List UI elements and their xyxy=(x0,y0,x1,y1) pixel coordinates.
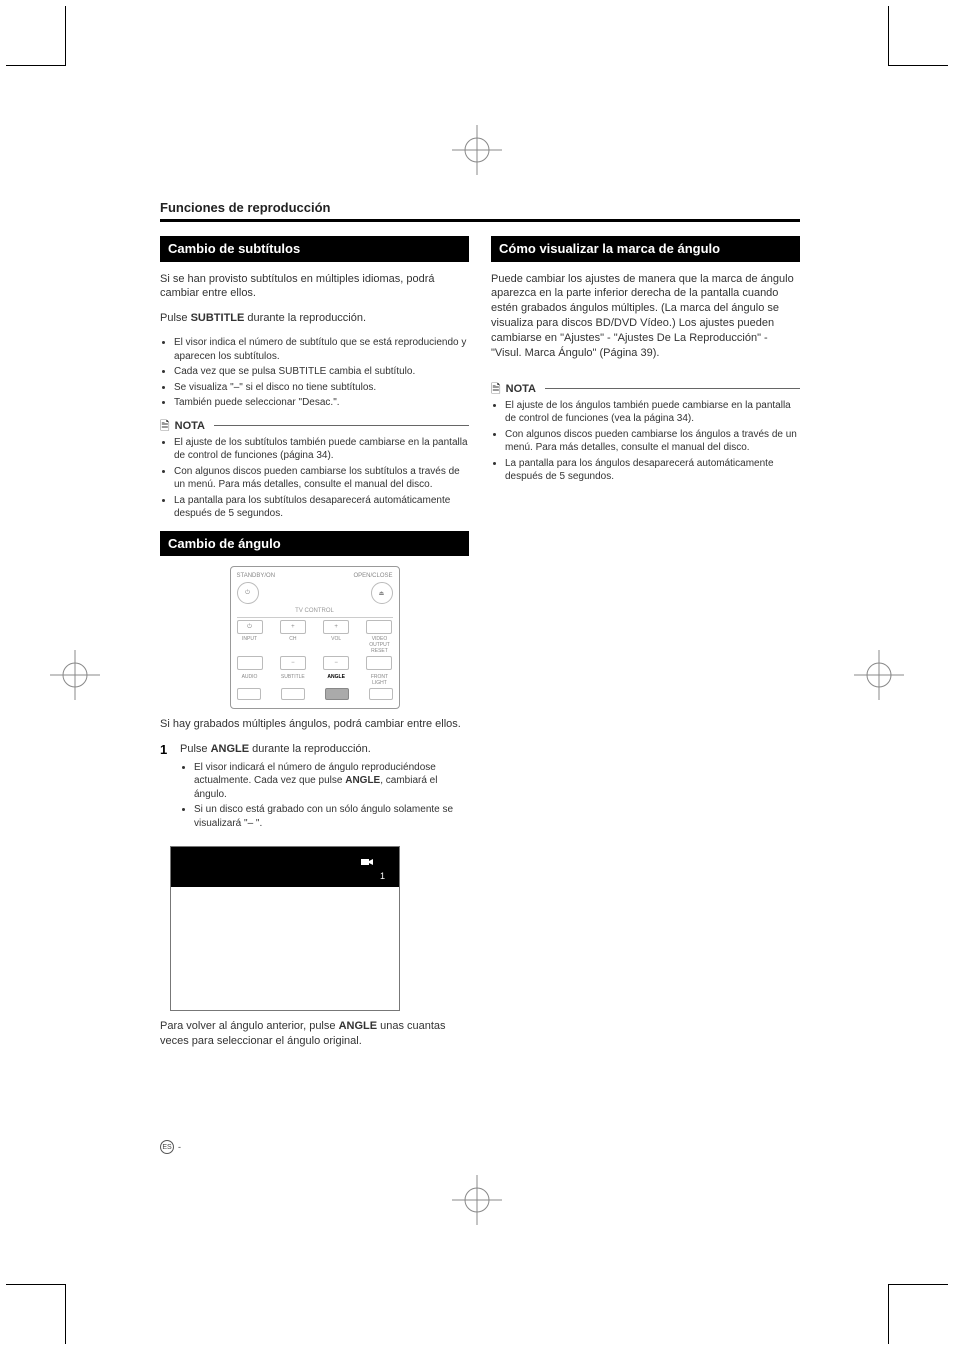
subtitle-nota-bullets: El ajuste de los subtítulos también pued… xyxy=(160,436,469,521)
remote-sublabel: INPUT xyxy=(237,636,263,654)
two-column-layout: Cambio de subtítulos Si se han provisto … xyxy=(160,236,800,1059)
register-mark-left xyxy=(45,645,105,705)
remote-btn: + xyxy=(323,620,349,634)
text: durante la reproducción. xyxy=(249,743,371,755)
crop-mark-tl xyxy=(6,6,66,66)
remote-btn xyxy=(237,688,261,700)
list-item: Se visualiza "–" si el disco no tiene su… xyxy=(174,381,469,395)
register-mark-top xyxy=(447,120,507,180)
power-icon: ⏻ xyxy=(237,582,259,604)
camera-angle-icon xyxy=(361,857,373,870)
page-title: Funciones de reproducción xyxy=(160,200,800,215)
subtitle-intro: Si se han provisto subtítulos en múltipl… xyxy=(160,272,469,302)
eject-icon: ⏏ xyxy=(371,582,393,604)
remote-sublabel-angle: ANGLE xyxy=(323,674,349,686)
crop-mark-br xyxy=(888,1284,948,1344)
heading-angle-change: Cambio de ángulo xyxy=(160,531,469,557)
page-content: Funciones de reproducción Cambio de subt… xyxy=(160,200,800,1059)
register-mark-right xyxy=(849,645,909,705)
text: Pulse xyxy=(160,312,191,324)
crop-mark-bl xyxy=(6,1284,66,1344)
list-item: El ajuste de los subtítulos también pued… xyxy=(174,436,469,463)
remote-btn xyxy=(369,688,393,700)
title-rule xyxy=(160,219,800,222)
list-item: Si un disco está grabado con un sólo áng… xyxy=(194,803,469,830)
remote-btn: − xyxy=(323,656,349,670)
nota-label: NOTA xyxy=(175,420,205,432)
list-item: El visor indica el número de subtítulo q… xyxy=(174,336,469,363)
remote-sublabel: CH xyxy=(280,636,306,654)
remote-label-openclose: OPEN/CLOSE xyxy=(353,573,392,579)
remote-sublabel: FRONT LIGHT xyxy=(366,674,392,686)
remote-diagram: STANDBY/ON OPEN/CLOSE ⏻ ⏏ TV CONTROL ⏻ +… xyxy=(230,566,400,709)
crop-mark-tr xyxy=(888,6,948,66)
remote-btn: − xyxy=(280,656,306,670)
list-item: También puede seleccionar "Desac.". xyxy=(174,396,469,410)
list-item: Con algunos discos pueden cambiarse los … xyxy=(174,465,469,492)
left-column: Cambio de subtítulos Si se han provisto … xyxy=(160,236,469,1059)
angle-display-frame: 1 xyxy=(170,846,400,1011)
subtitle-button-name: SUBTITLE xyxy=(191,312,245,324)
subtitle-instruction: Pulse SUBTITLE durante la reproducción. xyxy=(160,311,469,326)
remote-btn xyxy=(366,656,392,670)
step-number: 1 xyxy=(160,742,172,840)
remote-sublabel: AUDIO xyxy=(237,674,263,686)
nota-rule xyxy=(214,425,469,426)
remote-label-standby: STANDBY/ON xyxy=(237,573,276,579)
list-item: El visor indicará el número de ángulo re… xyxy=(194,761,469,802)
lang-badge: ES xyxy=(160,1140,174,1154)
note-icon: 🗎 xyxy=(491,383,501,395)
angle-return-text: Para volver al ángulo anterior, pulse AN… xyxy=(160,1019,469,1049)
remote-btn xyxy=(237,656,263,670)
text: Pulse xyxy=(180,743,211,755)
list-item: La pantalla para los ángulos desaparecer… xyxy=(505,457,800,484)
nota-heading: 🗎 NOTA xyxy=(491,383,800,395)
remote-tv-control-label: TV CONTROL xyxy=(237,608,393,618)
note-icon: 🗎 xyxy=(160,420,170,432)
subtitle-bullets: El visor indica el número de subtítulo q… xyxy=(160,336,469,410)
angle-button-name: ANGLE xyxy=(339,1020,378,1032)
remote-sublabel: VOL xyxy=(323,636,349,654)
list-item: Con algunos discos pueden cambiarse los … xyxy=(505,428,800,455)
step-1: 1 Pulse ANGLE durante la reproducción. E… xyxy=(160,742,469,840)
remote-btn: + xyxy=(280,620,306,634)
right-column: Cómo visualizar la marca de ángulo Puede… xyxy=(491,236,800,1059)
text: Para volver al ángulo anterior, pulse xyxy=(160,1020,339,1032)
step-body: Pulse ANGLE durante la reproducción. El … xyxy=(180,742,469,840)
footer-dash: - xyxy=(178,1142,181,1152)
angle-button-name: ANGLE xyxy=(345,775,380,786)
nota-rule xyxy=(545,388,800,389)
list-item: La pantalla para los subtítulos desapare… xyxy=(174,494,469,521)
remote-sublabel: SUBTITLE xyxy=(280,674,306,686)
angle-intro: Si hay grabados múltiples ángulos, podrá… xyxy=(160,717,469,732)
angle-mark-nota-bullets: El ajuste de los ángulos también puede c… xyxy=(491,399,800,484)
heading-subtitle-change: Cambio de subtítulos xyxy=(160,236,469,262)
heading-angle-mark: Cómo visualizar la marca de ángulo xyxy=(491,236,800,262)
text: durante la reproducción. xyxy=(244,312,366,324)
remote-btn xyxy=(366,620,392,634)
angle-mark-intro: Puede cambiar los ajustes de manera que … xyxy=(491,272,800,361)
angle-button-name: ANGLE xyxy=(211,743,250,755)
list-item: El ajuste de los ángulos también puede c… xyxy=(505,399,800,426)
list-item: Cada vez que se pulsa SUBTITLE cambia el… xyxy=(174,365,469,379)
nota-label: NOTA xyxy=(506,383,536,395)
remote-btn: ⏻ xyxy=(237,620,263,634)
remote-btn xyxy=(281,688,305,700)
register-mark-bottom xyxy=(447,1170,507,1230)
angle-number: 1 xyxy=(380,871,385,881)
page-footer-lang: ES - xyxy=(160,1140,181,1154)
remote-sublabel: VIDEO OUTPUT RESET xyxy=(366,636,392,654)
nota-heading: 🗎 NOTA xyxy=(160,420,469,432)
remote-btn-angle-highlight xyxy=(325,688,349,700)
